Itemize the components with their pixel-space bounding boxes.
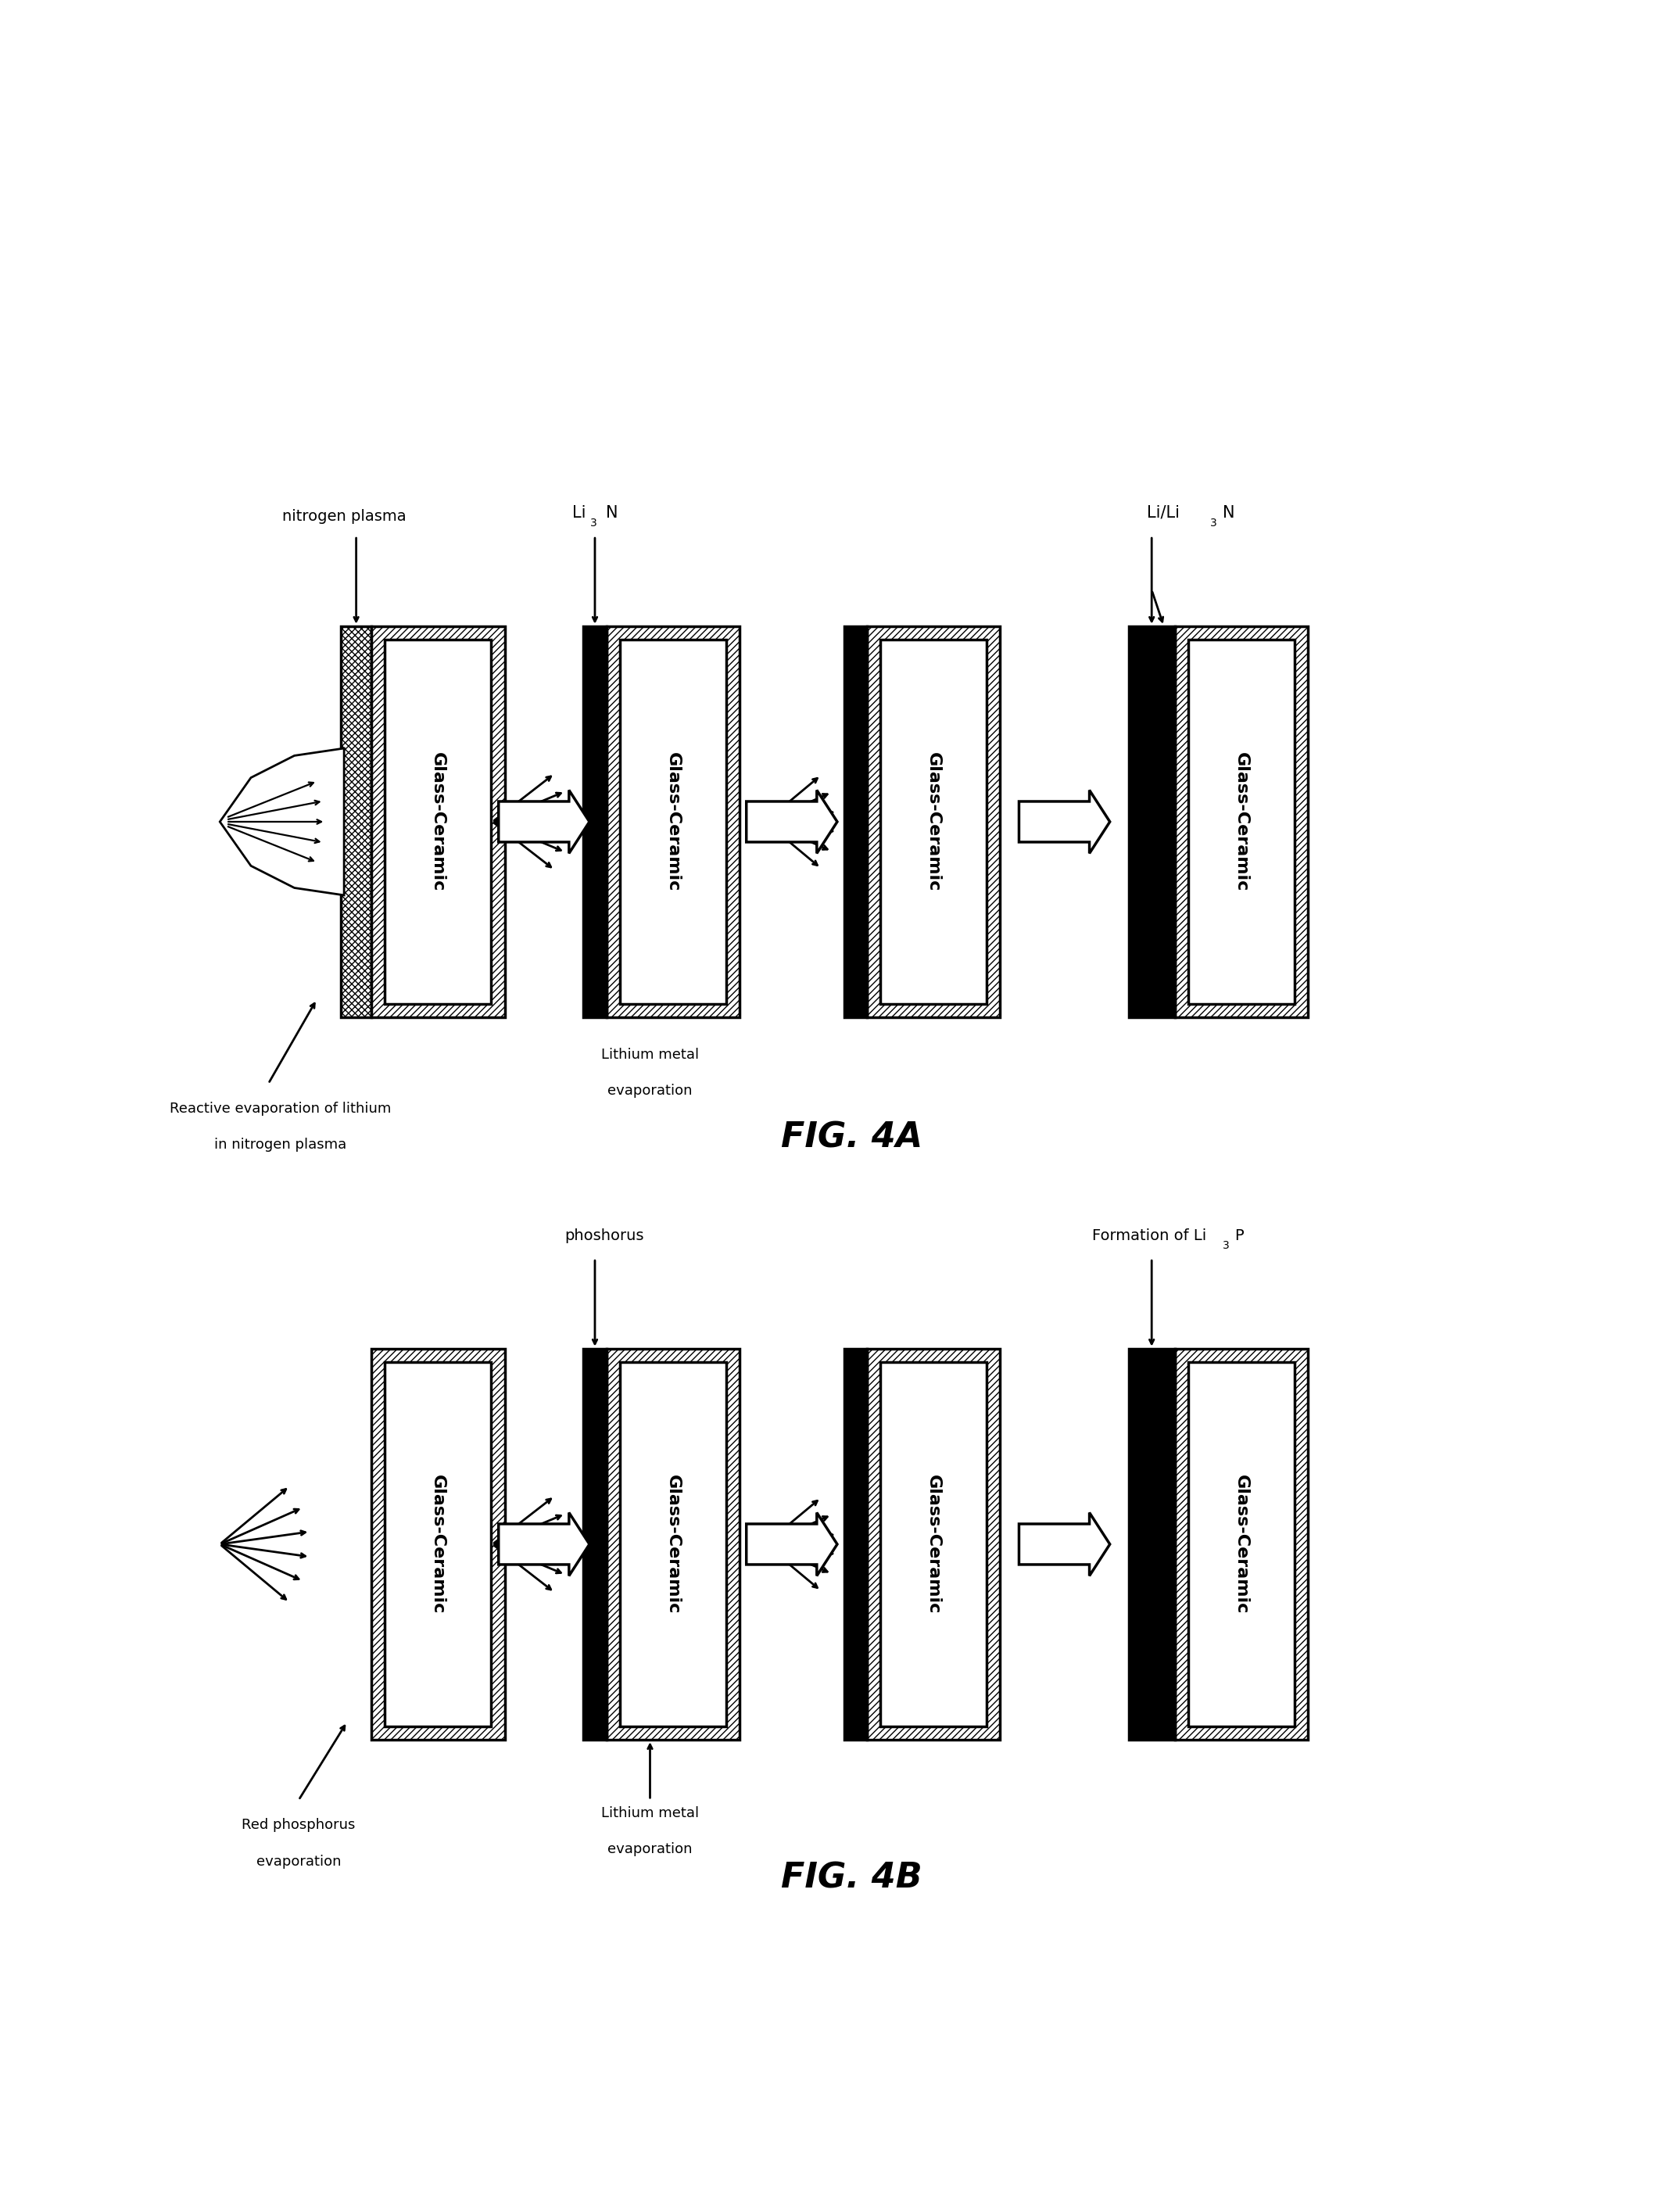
- Bar: [881, 639, 987, 1004]
- Polygon shape: [219, 748, 344, 896]
- Text: Glass-Ceramic: Glass-Ceramic: [1233, 752, 1250, 891]
- Text: P: P: [1235, 1228, 1243, 1243]
- Polygon shape: [499, 790, 590, 854]
- Bar: [341, 626, 371, 1018]
- Bar: [620, 1363, 726, 1728]
- Text: Glass-Ceramic: Glass-Ceramic: [430, 1475, 445, 1615]
- Text: Formation of Li: Formation of Li: [1092, 1228, 1207, 1243]
- Polygon shape: [746, 1513, 838, 1575]
- Text: evaporation: evaporation: [608, 1843, 693, 1856]
- Text: Li: Li: [572, 504, 585, 520]
- Text: nitrogen plasma: nitrogen plasma: [283, 509, 406, 524]
- Text: N: N: [605, 504, 618, 520]
- Text: evaporation: evaporation: [256, 1854, 341, 1869]
- Text: Li/Li: Li/Li: [1147, 504, 1180, 520]
- Text: 3: 3: [1210, 518, 1217, 529]
- Bar: [844, 1349, 868, 1741]
- Polygon shape: [1019, 1513, 1110, 1575]
- Text: in nitrogen plasma: in nitrogen plasma: [214, 1137, 347, 1152]
- Bar: [868, 1349, 1001, 1741]
- Bar: [384, 639, 492, 1004]
- Polygon shape: [746, 790, 838, 854]
- Text: 3: 3: [590, 518, 597, 529]
- Text: phoshorus: phoshorus: [565, 1228, 643, 1243]
- Text: evaporation: evaporation: [608, 1084, 693, 1097]
- Bar: [583, 1349, 607, 1741]
- Text: N: N: [1223, 504, 1235, 520]
- Bar: [844, 626, 868, 1018]
- Text: FIG. 4A: FIG. 4A: [781, 1121, 922, 1155]
- Bar: [371, 626, 505, 1018]
- Text: 3: 3: [1223, 1241, 1230, 1252]
- Bar: [881, 1363, 987, 1728]
- Text: Glass-Ceramic: Glass-Ceramic: [430, 752, 445, 891]
- Text: Lithium metal: Lithium metal: [602, 1807, 700, 1820]
- Bar: [607, 1349, 740, 1741]
- Polygon shape: [499, 1513, 590, 1575]
- Text: Reactive evaporation of lithium: Reactive evaporation of lithium: [170, 1102, 391, 1115]
- Bar: [868, 626, 1001, 1018]
- Text: Glass-Ceramic: Glass-Ceramic: [926, 1475, 941, 1615]
- Bar: [371, 1349, 505, 1741]
- Bar: [1175, 1349, 1308, 1741]
- Text: Glass-Ceramic: Glass-Ceramic: [665, 752, 681, 891]
- Bar: [620, 639, 726, 1004]
- Text: Lithium metal: Lithium metal: [602, 1048, 700, 1062]
- Text: Glass-Ceramic: Glass-Ceramic: [1233, 1475, 1250, 1615]
- Polygon shape: [1019, 790, 1110, 854]
- Text: FIG. 4B: FIG. 4B: [781, 1863, 922, 1896]
- Text: Red phosphorus: Red phosphorus: [241, 1818, 356, 1832]
- Bar: [384, 1363, 492, 1728]
- Bar: [583, 626, 607, 1018]
- Bar: [1175, 626, 1308, 1018]
- Bar: [1188, 639, 1295, 1004]
- Text: Glass-Ceramic: Glass-Ceramic: [665, 1475, 681, 1615]
- Bar: [607, 626, 740, 1018]
- Text: Glass-Ceramic: Glass-Ceramic: [926, 752, 941, 891]
- Bar: [1128, 1349, 1175, 1741]
- Bar: [1128, 626, 1175, 1018]
- Bar: [1188, 1363, 1295, 1728]
